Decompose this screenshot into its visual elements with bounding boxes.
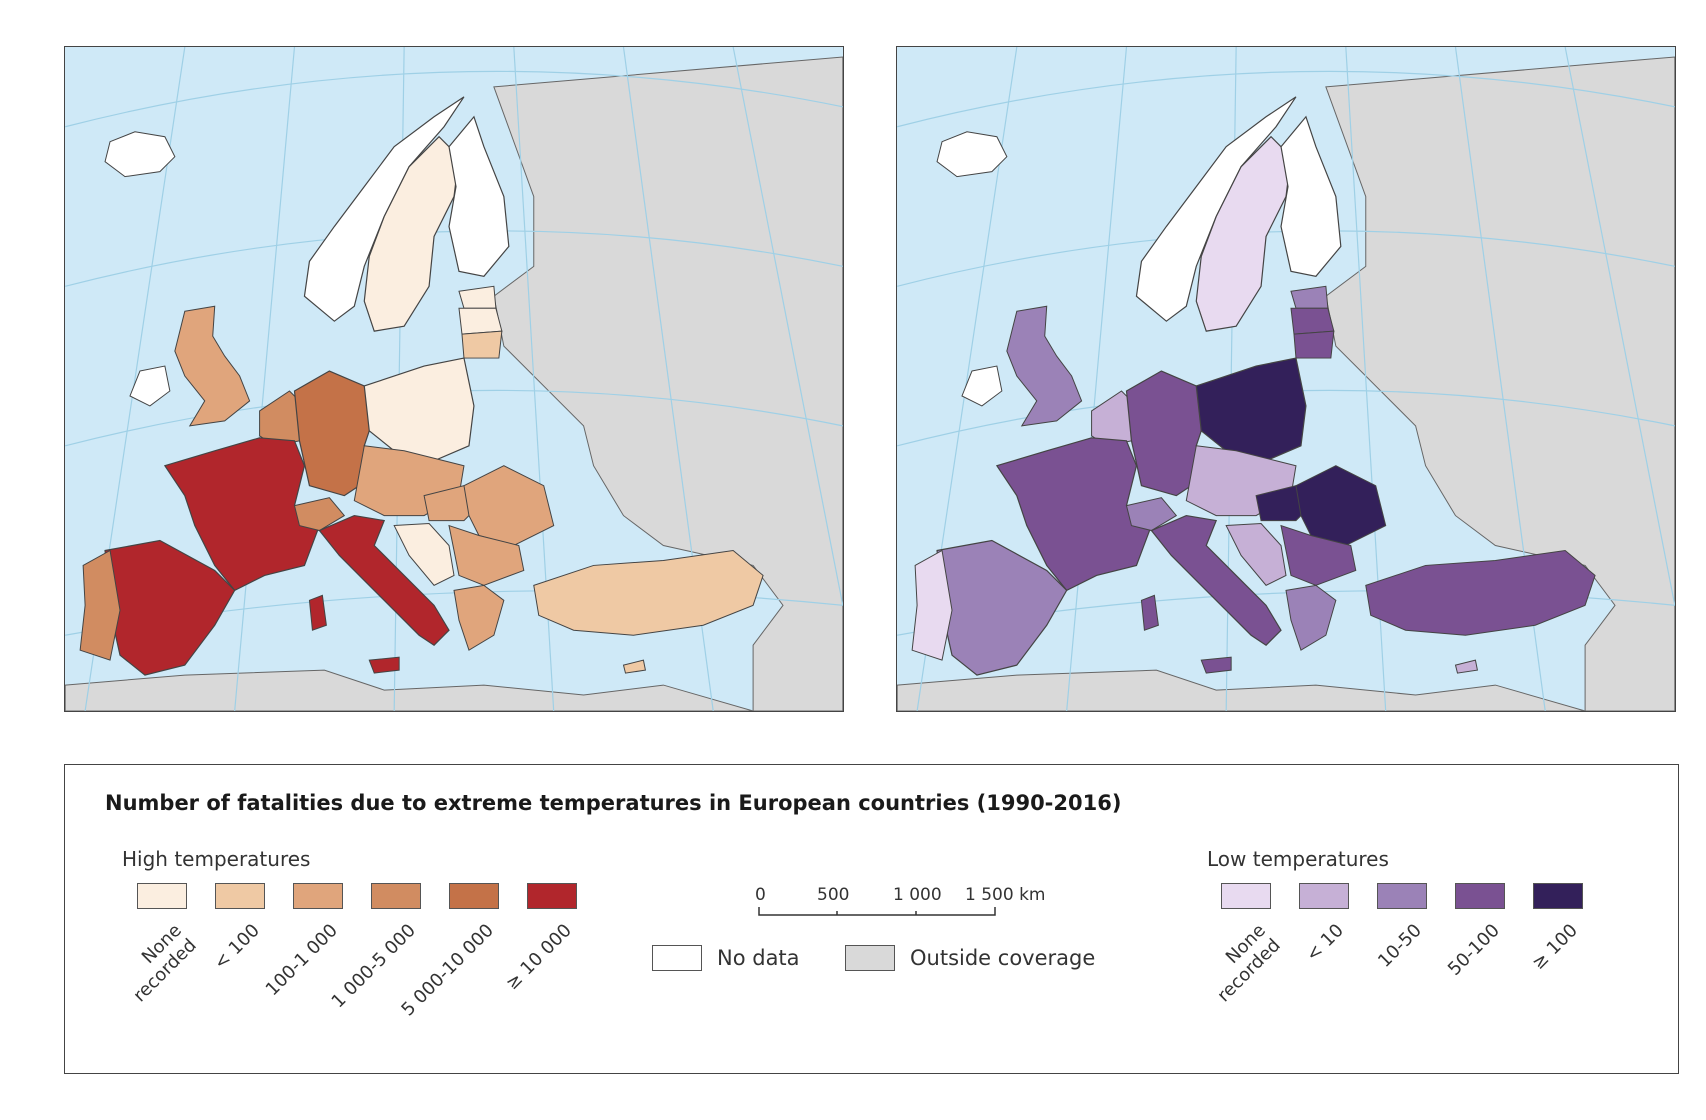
scale-tick-1500: 1 500 km (965, 885, 1046, 905)
balkans-west (393, 523, 455, 587)
switzerland (1125, 497, 1178, 532)
iceland (104, 131, 176, 178)
sicily (1200, 656, 1232, 674)
low-class-label: 10-50 (1374, 920, 1426, 972)
outside-coverage-east (493, 56, 843, 711)
scale-tick-0: 0 (755, 885, 766, 905)
norway (1135, 96, 1297, 322)
scale-bar: 0 500 1 000 1 500 km (755, 885, 1075, 925)
no-data-label: No data (717, 946, 800, 970)
scale-tick-500: 500 (817, 885, 850, 905)
cyprus (1454, 659, 1479, 674)
map-low-svg (897, 47, 1675, 711)
lithuania (1293, 330, 1335, 359)
scale-line (758, 907, 996, 916)
portugal (79, 549, 121, 661)
no-data-swatch (652, 945, 702, 971)
greece (453, 584, 505, 651)
iceland (936, 131, 1008, 178)
ireland (129, 365, 171, 407)
finland (1280, 115, 1342, 277)
high-class-swatch (527, 883, 577, 909)
ireland (961, 365, 1003, 407)
outside-coverage-east (1325, 56, 1675, 711)
high-class-swatch (215, 883, 265, 909)
high-class-swatch (137, 883, 187, 909)
high-class-label: 1 000-5 000 (327, 920, 420, 1013)
outside-coverage-swatch (845, 945, 895, 971)
finland (448, 115, 510, 277)
united-kingdom (1006, 305, 1083, 427)
scale-tick-1000: 1 000 (893, 885, 942, 905)
portugal (911, 549, 953, 661)
greece (1285, 584, 1337, 651)
sardinia (308, 594, 327, 631)
turkey (533, 549, 764, 636)
poland (363, 357, 475, 462)
latvia (458, 307, 503, 335)
norway (303, 96, 465, 322)
serbia-bulgaria (448, 524, 525, 586)
low-class-swatch (1533, 883, 1583, 909)
outside-coverage-label: Outside coverage (910, 946, 1096, 970)
france (163, 437, 321, 592)
romania (463, 465, 555, 547)
france (995, 437, 1153, 592)
high-class-swatch (449, 883, 499, 909)
map-low-temperatures (896, 46, 1676, 712)
serbia-bulgaria (1280, 524, 1357, 586)
map-high-svg (65, 47, 843, 711)
lithuania (461, 330, 503, 359)
legend-title: Number of fatalities due to extreme temp… (105, 791, 1122, 815)
map-high-temperatures (64, 46, 844, 712)
legend: Number of fatalities due to extreme temp… (64, 764, 1679, 1074)
romania (1295, 465, 1387, 547)
sicily (368, 656, 400, 674)
low-class-label: ≥ 100 (1527, 920, 1582, 974)
united-kingdom (174, 305, 251, 427)
turkey (1365, 549, 1596, 636)
low-class-swatch (1455, 883, 1505, 909)
italy (1150, 514, 1282, 646)
cyprus (622, 659, 647, 674)
high-class-label: ≥ 10 000 (501, 920, 576, 995)
high-class-swatch (371, 883, 421, 909)
poland (1195, 357, 1307, 462)
latvia (1290, 307, 1335, 335)
low-class-label: 50-100 (1443, 920, 1504, 980)
low-temperatures-label: Low temperatures (1207, 847, 1389, 871)
sardinia (1140, 594, 1159, 631)
low-class-swatch (1221, 883, 1271, 909)
high-class-label: 100-1 000 (261, 920, 342, 1001)
balkans-west (1225, 523, 1287, 587)
high-temperatures-label: High temperatures (122, 847, 311, 871)
high-class-label: 5 000-10 000 (397, 920, 498, 1021)
high-class-swatch (293, 883, 343, 909)
italy (318, 514, 450, 646)
low-class-swatch (1377, 883, 1427, 909)
switzerland (293, 497, 346, 532)
low-class-swatch (1299, 883, 1349, 909)
